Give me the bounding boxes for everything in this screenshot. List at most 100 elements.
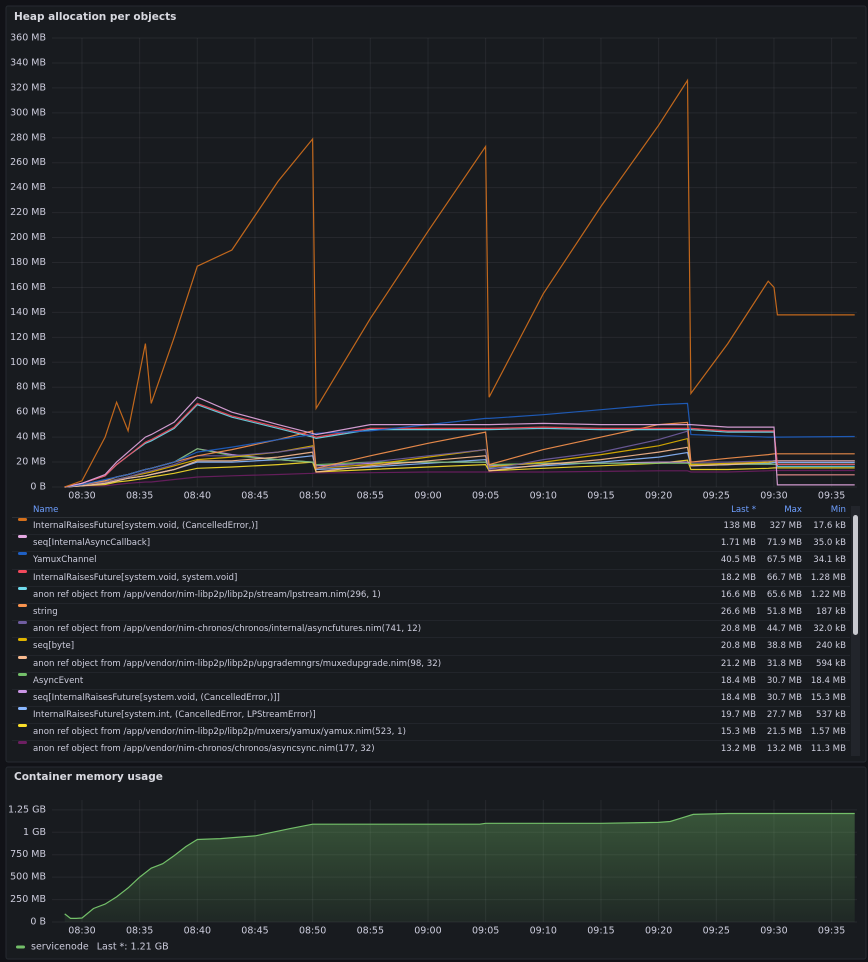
x-tick-label: 09:00 — [414, 491, 441, 502]
x-tick-label: 08:55 — [357, 926, 384, 937]
legend-last: 1.71 MB — [720, 538, 756, 549]
y-tick-label: 200 MB — [10, 232, 46, 243]
legend-name: seq[byte] — [33, 641, 75, 652]
legend-swatch — [18, 569, 27, 573]
legend-max: 31.8 MB — [766, 658, 802, 669]
legend-name: InternalRaisesFuture[system.void, (Cance… — [33, 521, 258, 531]
legend-name: InternalRaisesFuture[system.void, system… — [33, 572, 238, 583]
legend-header: Name Last * Max Min — [12, 503, 850, 518]
y-tick-label: 1.25 GB — [8, 804, 46, 815]
column-header: Name — [33, 505, 59, 515]
legend-max: 51.8 MB — [766, 606, 802, 617]
series-line — [64, 446, 855, 488]
x-tick-label: 08:35 — [126, 491, 153, 502]
legend-row[interactable]: string 26.6 MB 51.8 MB 187 kB — [12, 603, 850, 622]
x-tick-label: 08:40 — [184, 491, 211, 502]
y-tick-label: 160 MB — [10, 282, 46, 293]
y-tick-label: 300 MB — [10, 107, 46, 118]
y-tick-label: 360 MB — [10, 33, 46, 44]
series-line — [64, 78, 855, 488]
legend-name: anon ref object from /app/vendor/nim-lib… — [33, 658, 442, 669]
legend-row[interactable]: InternalRaisesFuture[system.int, (Cancel… — [12, 707, 850, 725]
legend-name: anon ref object from /app/vendor/nim-lib… — [33, 589, 381, 600]
column-header: Max — [784, 505, 802, 515]
x-tick-label: 09:30 — [760, 926, 787, 937]
legend-min: 1.57 MB — [810, 727, 846, 738]
y-tick-label: 320 MB — [10, 82, 46, 93]
x-tick-label: 09:00 — [414, 926, 441, 937]
legend-row[interactable]: InternalRaisesFuture[system.void, (Cance… — [12, 518, 850, 536]
x-tick-label: 09:20 — [645, 491, 672, 502]
legend-table: Name Last * Max Min InternalRaisesFuture[sys… — [12, 503, 850, 753]
legend-max: 27.7 MB — [766, 710, 802, 721]
x-tick-label: 08:55 — [357, 491, 384, 502]
legend-row[interactable]: seq[byte] 20.8 MB 38.8 MB 240 kB — [12, 638, 850, 656]
legend-min: 11.3 MB — [810, 744, 846, 753]
y-tick-label: 220 MB — [10, 207, 46, 218]
legend-row[interactable]: anon ref object from /app/vendor/nim-lib… — [12, 724, 850, 742]
legend-row[interactable]: anon ref object from /app/vendor/nim-lib… — [12, 655, 850, 673]
series-line — [64, 430, 855, 488]
series-line — [64, 402, 855, 488]
y-tick-label: 100 MB — [10, 357, 46, 368]
plot: 0 B 250 MB 500 MB 750 MB 1 GB 1.25 GB 08:30 08:… — [8, 800, 857, 953]
legend-name: anon ref object from /app/vendor/nim-lib… — [33, 727, 406, 738]
y-tick-label: 240 MB — [10, 182, 46, 193]
y-tick-label: 140 MB — [10, 307, 46, 318]
y-tick-label: 500 MB — [10, 872, 46, 883]
y-tick-label: 180 MB — [10, 257, 46, 268]
legend-min: 187 kB — [815, 606, 846, 617]
x-tick-label: 09:10 — [530, 926, 557, 937]
x-tick-label: 09:15 — [587, 926, 614, 937]
series-line — [64, 469, 855, 488]
legend-row[interactable]: seq[InternalAsyncCallback] 1.71 MB 71.9 MB… — [12, 535, 850, 553]
x-tick-label: 09:25 — [703, 491, 730, 502]
legend-swatch — [18, 552, 27, 556]
legend-name: seq[InternalRaisesFuture[system.void, (C… — [33, 692, 280, 703]
legend-row[interactable]: InternalRaisesFuture[system.void, system… — [12, 569, 850, 587]
panel-title: Heap allocation per objects — [14, 11, 176, 23]
y-tick-label: 260 MB — [10, 157, 46, 168]
legend-last: 20.8 MB — [720, 641, 756, 652]
legend-swatch — [16, 945, 25, 949]
legend-last: 21.2 MB — [720, 658, 756, 669]
legend-max: 66.7 MB — [766, 572, 802, 583]
legend-row[interactable]: seq[InternalRaisesFuture[system.void, (C… — [12, 689, 850, 708]
legend-max: 44.7 MB — [766, 624, 802, 635]
legend-row[interactable]: YamuxChannel 40.5 MB 67.5 MB 34.1 kB — [12, 552, 850, 570]
legend-last: 26.6 MB — [720, 606, 756, 617]
legend-swatch — [18, 741, 27, 745]
legend-row[interactable]: AsyncEvent 18.4 MB 30.7 MB 18.4 MB — [12, 672, 850, 690]
panel-title: Container memory usage — [14, 771, 163, 783]
y-tick-label: 0 B — [30, 917, 46, 928]
legend-swatch — [18, 518, 27, 521]
legend-min: 34.1 kB — [813, 555, 846, 566]
x-tick-label: 09:20 — [645, 926, 672, 937]
legend-min: 1.22 MB — [810, 589, 846, 600]
legend-min: 594 kB — [815, 658, 846, 669]
legend-row[interactable]: anon ref object from /app/vendor/nim-lib… — [12, 586, 850, 604]
x-tick-label: 09:15 — [587, 491, 614, 502]
legend-last: 16.6 MB — [720, 589, 756, 600]
legend-last: 15.3 MB — [720, 727, 756, 738]
x-tick-label: 08:40 — [184, 926, 211, 937]
legend-row[interactable]: anon ref object from /app/vendor/nim-chr… — [12, 741, 850, 753]
x-tick-label: 08:30 — [68, 926, 95, 937]
scrollbar[interactable] — [853, 515, 858, 635]
legend-name: YamuxChannel — [33, 555, 97, 566]
legend-min: 15.3 MB — [810, 692, 846, 703]
legend-swatch — [18, 707, 27, 711]
x-tick-label: 09:35 — [818, 926, 845, 937]
y-tick-label: 0 B — [30, 482, 46, 493]
x-tick-label: 08:45 — [241, 491, 268, 502]
legend-max: 30.7 MB — [766, 675, 802, 686]
legend-row[interactable]: anon ref object from /app/vendor/nim-chr… — [12, 621, 850, 639]
legend-swatch — [18, 689, 27, 693]
legend-max: 65.6 MB — [766, 589, 802, 600]
y-tick-label: 250 MB — [10, 894, 46, 905]
legend-last: 18.4 MB — [720, 692, 756, 703]
series-line — [64, 812, 855, 919]
x-tick-label: 09:35 — [818, 491, 845, 502]
y-tick-label: 340 MB — [10, 57, 46, 68]
